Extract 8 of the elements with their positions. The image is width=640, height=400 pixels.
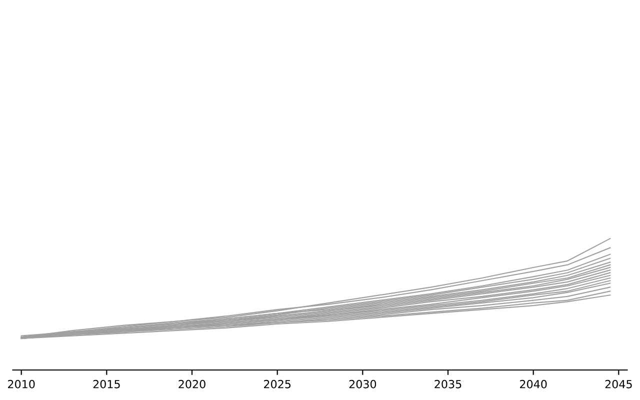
x-tick-label: 2040 xyxy=(520,380,547,388)
x-tick-label: 2020 xyxy=(178,380,206,388)
x-tick-label: 2035 xyxy=(434,380,462,388)
x-tick-label: 2030 xyxy=(349,380,376,388)
x-tick-label: 2015 xyxy=(93,380,120,388)
x-tick-label: 2010 xyxy=(8,380,35,388)
x-tick-label: 2045 xyxy=(605,380,632,388)
x-tick-label: 2025 xyxy=(264,380,290,388)
